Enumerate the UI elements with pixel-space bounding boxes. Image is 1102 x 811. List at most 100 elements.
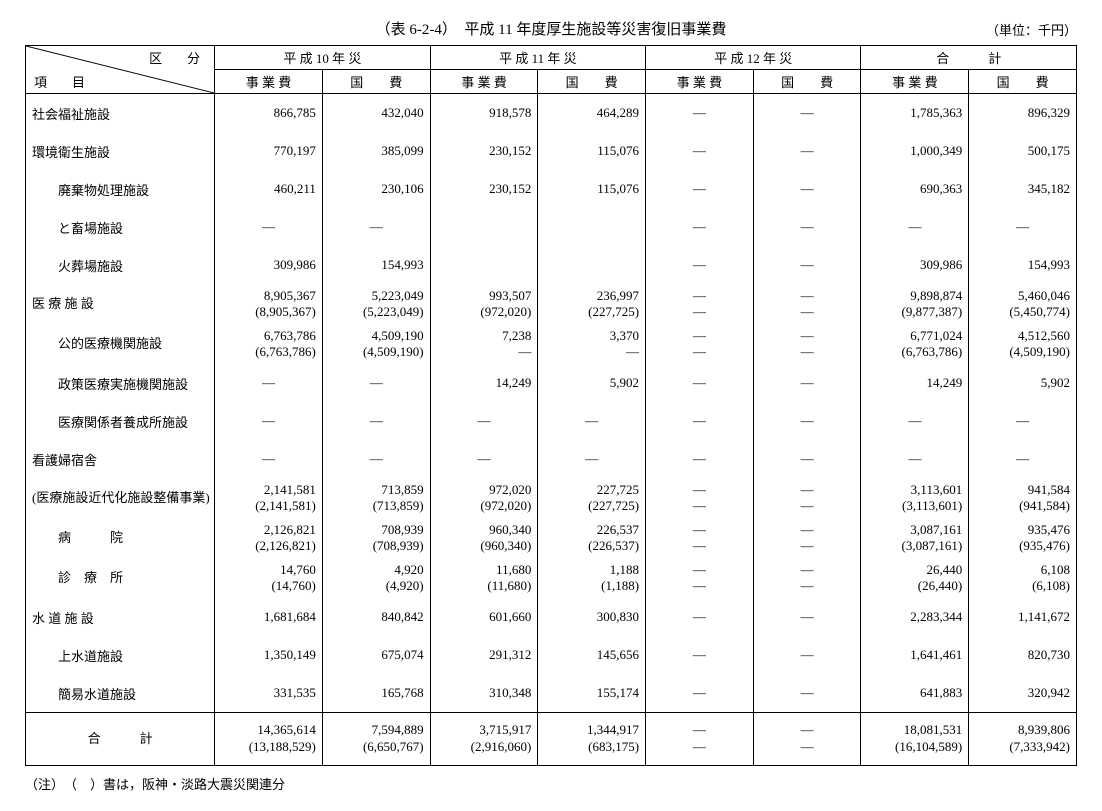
cell: — (215, 440, 323, 478)
cell: —— (753, 284, 861, 324)
total-cell: 14,365,614(13,188,529) (215, 713, 323, 766)
row-label: 社会福祉施設 (26, 94, 215, 133)
col-group: 平 成 11 年 災 (430, 46, 645, 70)
cell: 26,440(26,440) (861, 558, 969, 598)
cell: — (322, 440, 430, 478)
cell: — (646, 94, 754, 133)
cell: — (753, 132, 861, 170)
cell: 770,197 (215, 132, 323, 170)
cell: 11,680(11,680) (430, 558, 538, 598)
cell: — (753, 598, 861, 636)
cell: 236,997(227,725) (538, 284, 646, 324)
row-label: 病 院 (26, 518, 215, 558)
cell: 2,141,581(2,141,581) (215, 478, 323, 518)
cell: 464,289 (538, 94, 646, 133)
cell: 708,939(708,939) (322, 518, 430, 558)
cell: 145,656 (538, 636, 646, 674)
cell: 230,152 (430, 132, 538, 170)
col-sub-gov: 国 費 (753, 70, 861, 94)
cell: — (646, 636, 754, 674)
cell: 14,249 (861, 364, 969, 402)
title-row: （表 6-2-4） 平成 11 年度厚生施設等災害復旧事業費 （単位：千円） (25, 18, 1077, 39)
cell: — (646, 170, 754, 208)
cell: 14,249 (430, 364, 538, 402)
cell: — (753, 636, 861, 674)
cell: — (969, 208, 1077, 246)
cell: 165,768 (322, 674, 430, 713)
row-label: 医 療 施 設 (26, 284, 215, 324)
cell: 5,902 (969, 364, 1077, 402)
cell: 7,238— (430, 324, 538, 364)
cell: — (430, 402, 538, 440)
total-cell: —— (646, 713, 754, 766)
cell: 601,660 (430, 598, 538, 636)
cell: 5,460,046(5,450,774) (969, 284, 1077, 324)
total-label: 合 計 (26, 713, 215, 766)
cell: 1,681,684 (215, 598, 323, 636)
row-label: 政策医療実施機関施設 (26, 364, 215, 402)
cell: — (215, 402, 323, 440)
cell: 1,000,349 (861, 132, 969, 170)
cell: 675,074 (322, 636, 430, 674)
cell: —— (753, 518, 861, 558)
cell (430, 208, 538, 246)
cell: —— (753, 558, 861, 598)
cell: 385,099 (322, 132, 430, 170)
cell: — (646, 440, 754, 478)
cell: — (861, 440, 969, 478)
cell: —— (646, 518, 754, 558)
cell: 5,902 (538, 364, 646, 402)
cell: 230,106 (322, 170, 430, 208)
cell: — (753, 402, 861, 440)
cell: — (322, 208, 430, 246)
col-sub-gov: 国 費 (322, 70, 430, 94)
cell: 941,584(941,584) (969, 478, 1077, 518)
cell: 896,329 (969, 94, 1077, 133)
cell: 4,512,560(4,509,190) (969, 324, 1077, 364)
row-label: 診 療 所 (26, 558, 215, 598)
cell: — (322, 364, 430, 402)
col-group: 平 成 12 年 災 (646, 46, 861, 70)
cell: — (646, 402, 754, 440)
row-label: 簡易水道施設 (26, 674, 215, 713)
cell: 331,535 (215, 674, 323, 713)
cell: —— (646, 284, 754, 324)
cell: 6,763,786(6,763,786) (215, 324, 323, 364)
corner-top: 区 分 (149, 48, 206, 67)
cell: — (753, 364, 861, 402)
cell: — (646, 598, 754, 636)
cell: — (969, 440, 1077, 478)
cell: 713,859(713,859) (322, 478, 430, 518)
cell: 3,113,601(3,113,601) (861, 478, 969, 518)
total-cell: 18,081,531(16,104,589) (861, 713, 969, 766)
total-cell: 7,594,889(6,650,767) (322, 713, 430, 766)
row-label: 看護婦宿舎 (26, 440, 215, 478)
row-label: 廃棄物処理施設 (26, 170, 215, 208)
cell: — (753, 170, 861, 208)
row-label: 医療関係者養成所施設 (26, 402, 215, 440)
cell: 3,370— (538, 324, 646, 364)
cell: — (861, 208, 969, 246)
cell: 1,641,461 (861, 636, 969, 674)
cell: —— (646, 558, 754, 598)
row-label: と畜場施設 (26, 208, 215, 246)
cell: 155,174 (538, 674, 646, 713)
total-cell: 8,939,806(7,333,942) (969, 713, 1077, 766)
cell: — (430, 440, 538, 478)
cell: 690,363 (861, 170, 969, 208)
col-sub-gov: 国 費 (538, 70, 646, 94)
cell: 960,340(960,340) (430, 518, 538, 558)
cell: 345,182 (969, 170, 1077, 208)
cell: 154,993 (322, 246, 430, 284)
col-sub-biz: 事 業 費 (430, 70, 538, 94)
footnote: （注） （ ）書は，阪神・淡路大震災関連分 (25, 774, 1077, 793)
total-cell: 1,344,917(683,175) (538, 713, 646, 766)
cell: 154,993 (969, 246, 1077, 284)
cell: — (538, 402, 646, 440)
col-sub-gov: 国 費 (969, 70, 1077, 94)
cell: 3,087,161(3,087,161) (861, 518, 969, 558)
cell: 1,188(1,188) (538, 558, 646, 598)
cell: — (215, 208, 323, 246)
cell: — (753, 94, 861, 133)
cell: 309,986 (861, 246, 969, 284)
